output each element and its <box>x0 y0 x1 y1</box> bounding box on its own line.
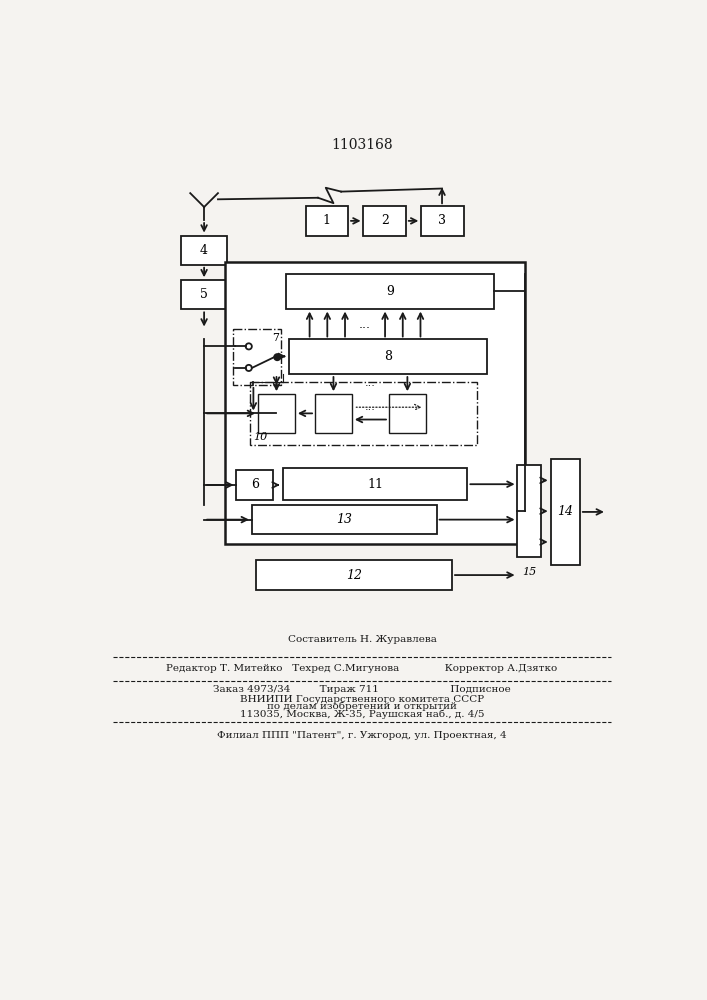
Text: Филиал ППП "Патент", г. Ужгород, ул. Проектная, 4: Филиал ППП "Патент", г. Ужгород, ул. Про… <box>217 732 507 740</box>
Text: 3: 3 <box>438 214 446 227</box>
Bar <box>421 206 464 235</box>
Text: 14: 14 <box>557 505 573 518</box>
Bar <box>315 394 352 433</box>
Text: 12: 12 <box>346 569 362 582</box>
Text: 7: 7 <box>271 333 279 343</box>
Bar <box>389 394 426 433</box>
Bar <box>236 470 274 500</box>
Bar <box>181 280 227 309</box>
Text: 11: 11 <box>367 478 383 491</box>
Text: 10: 10 <box>253 432 268 442</box>
Text: 9: 9 <box>387 285 395 298</box>
Text: Составитель Н. Журавлева: Составитель Н. Журавлева <box>288 635 436 644</box>
Text: ...: ... <box>365 378 376 388</box>
Bar <box>225 262 525 544</box>
Text: 2: 2 <box>381 214 389 227</box>
Bar <box>305 206 348 235</box>
Text: 6: 6 <box>251 478 259 491</box>
Text: 13: 13 <box>337 513 352 526</box>
Bar <box>286 274 494 309</box>
Text: 113035, Москва, Ж-35, Раушская наб., д. 4/5: 113035, Москва, Ж-35, Раушская наб., д. … <box>240 710 484 719</box>
Text: ВНИИПИ Государственного комитета СССР: ВНИИПИ Государственного комитета СССР <box>240 695 484 704</box>
Bar <box>288 339 487 374</box>
Bar <box>181 235 227 265</box>
Text: ...: ... <box>365 402 376 412</box>
Text: по делам изобретений и открытий: по делам изобретений и открытий <box>267 702 457 711</box>
Text: Редактор Т. Митейко   Техред С.Мигунова              Корректор А.Дзятко: Редактор Т. Митейко Техред С.Мигунова Ко… <box>166 664 558 673</box>
Text: 4: 4 <box>200 244 208 257</box>
Text: 15: 15 <box>522 567 536 577</box>
Bar <box>258 394 295 433</box>
Text: ...: ... <box>359 318 371 331</box>
Bar <box>233 329 281 385</box>
Bar <box>250 382 477 445</box>
Bar <box>518 465 541 557</box>
Text: 5: 5 <box>200 288 208 301</box>
Bar <box>256 560 452 590</box>
Text: 1: 1 <box>323 214 331 227</box>
Text: Заказ 4973/34         Тираж 711                      Подписное: Заказ 4973/34 Тираж 711 Подписное <box>213 685 511 694</box>
Bar <box>363 206 406 235</box>
Bar <box>252 505 437 534</box>
Bar <box>283 468 467 500</box>
Circle shape <box>274 354 281 360</box>
Text: 1103168: 1103168 <box>331 138 393 152</box>
Bar <box>551 459 580 565</box>
Text: 8: 8 <box>384 350 392 363</box>
